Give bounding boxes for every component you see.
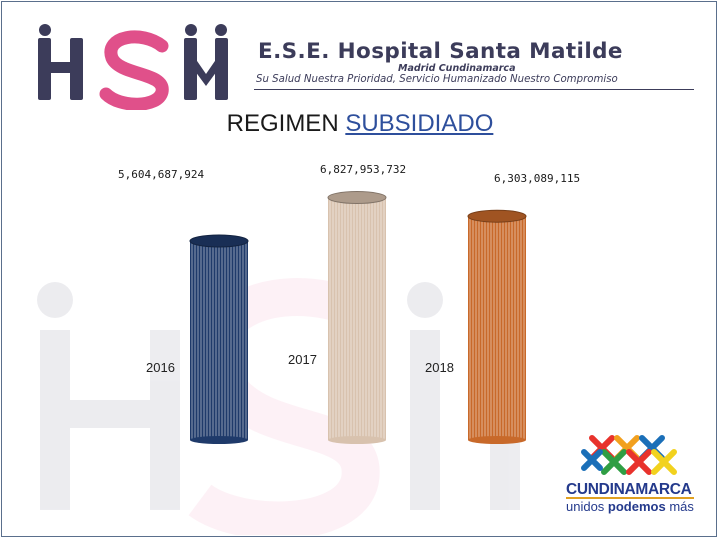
value-label-2016: 5,604,687,924 (118, 168, 204, 181)
bar-2016 (189, 234, 249, 444)
hsm-logo (38, 24, 228, 110)
value-label-2018: 6,303,089,115 (494, 172, 580, 185)
slogan-part2: podemos (607, 499, 666, 514)
hospital-name: E.S.E. Hospital Santa Matilde (258, 39, 623, 64)
cundinamarca-name: CUNDINAMARCA (566, 481, 692, 498)
bar-base (468, 436, 526, 444)
cundinamarca-slogan: unidos podemos más (566, 499, 694, 514)
cundinamarca-logo (581, 435, 677, 475)
bar-top (189, 234, 249, 248)
category-label-2017: 2017 (288, 352, 317, 367)
chart-title: REGIMEN SUBSIDIADO (0, 110, 720, 138)
bar-top (327, 191, 387, 205)
hospital-motto: Su Salud Nuestra Prioridad, Servicio Hum… (256, 74, 618, 85)
bar-base (190, 436, 248, 444)
value-label-2017: 6,827,953,732 (320, 163, 406, 176)
chart-title-part2: SUBSIDIADO (345, 110, 494, 137)
hospital-location: Madrid Cundinamarca (398, 63, 516, 74)
bar-base (328, 436, 386, 444)
slogan-part3: más (665, 499, 694, 514)
header-underline (254, 89, 694, 90)
category-label-2016: 2016 (146, 360, 175, 375)
category-label-2018: 2018 (425, 360, 454, 375)
bar-2018 (467, 209, 527, 444)
slogan-part1: unidos (566, 499, 608, 514)
cundinamarca-divider (566, 497, 694, 499)
chart-title-part1: REGIMEN (226, 110, 339, 137)
bar-top (467, 209, 527, 223)
bar-2017 (327, 191, 387, 444)
